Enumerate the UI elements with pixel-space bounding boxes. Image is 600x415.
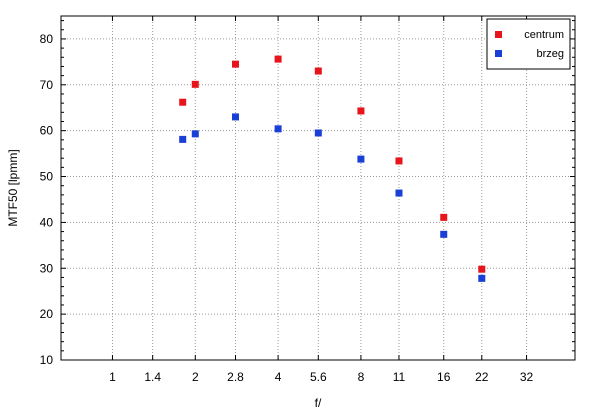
data-point-centrum — [478, 265, 486, 273]
data-point-centrum — [357, 107, 365, 115]
y-axis-label: MTF50 [lpmm] — [6, 149, 20, 226]
x-tick-label: 11 — [393, 370, 406, 384]
data-point-brzeg — [191, 130, 199, 138]
data-point-brzeg — [357, 155, 365, 163]
data-point-centrum — [231, 60, 239, 68]
legend: centrum brzeg — [486, 18, 571, 70]
y-tick-label: 70 — [40, 78, 54, 92]
data-point-brzeg — [179, 135, 187, 143]
data-point-brzeg — [395, 189, 403, 197]
data-point-brzeg — [274, 125, 282, 133]
y-tick-label: 20 — [40, 307, 54, 321]
data-point-centrum — [274, 55, 282, 63]
x-tick-label: 32 — [520, 370, 534, 384]
legend-marker-brzeg — [495, 50, 502, 57]
y-tick-labels: 10 20 30 40 50 60 70 80 — [40, 32, 54, 367]
legend-box — [486, 18, 571, 70]
data-point-brzeg — [231, 113, 239, 121]
y-tick-label: 30 — [40, 261, 54, 275]
y-tick-label: 40 — [40, 215, 54, 229]
legend-label-brzeg: brzeg — [536, 48, 564, 60]
data-point-centrum — [179, 98, 187, 106]
x-tick-label: 4 — [275, 370, 282, 384]
y-tick-label: 80 — [40, 32, 54, 46]
data-point-centrum — [191, 80, 199, 88]
x-axis-label: f/ — [315, 396, 322, 410]
data-points — [179, 55, 486, 282]
data-point-centrum — [314, 67, 322, 75]
data-point-centrum — [440, 213, 448, 221]
grid — [61, 16, 575, 360]
x-tick-label: 2 — [192, 370, 199, 384]
y-tick-label: 50 — [40, 170, 54, 184]
data-point-centrum — [395, 157, 403, 165]
x-tick-label: 22 — [475, 370, 489, 384]
data-point-brzeg — [314, 129, 322, 137]
y-tick-label: 60 — [40, 124, 54, 138]
x-tick-label: 16 — [437, 370, 451, 384]
legend-label-centrum: centrum — [524, 29, 564, 41]
data-point-brzeg — [440, 230, 448, 238]
x-tick-label: 5.6 — [310, 370, 327, 384]
axis-ticks — [61, 16, 575, 361]
data-point-brzeg — [478, 274, 486, 282]
x-tick-label: 1 — [109, 370, 116, 384]
x-tick-label: 1.4 — [144, 370, 161, 384]
y-tick-label: 10 — [40, 353, 54, 367]
x-tick-label: 2.8 — [227, 370, 244, 384]
legend-marker-centrum — [495, 31, 502, 38]
x-tick-label: 8 — [358, 370, 365, 384]
x-tick-labels: 1 1.4 2 2.8 4 5.6 8 11 16 22 32 — [109, 370, 533, 384]
